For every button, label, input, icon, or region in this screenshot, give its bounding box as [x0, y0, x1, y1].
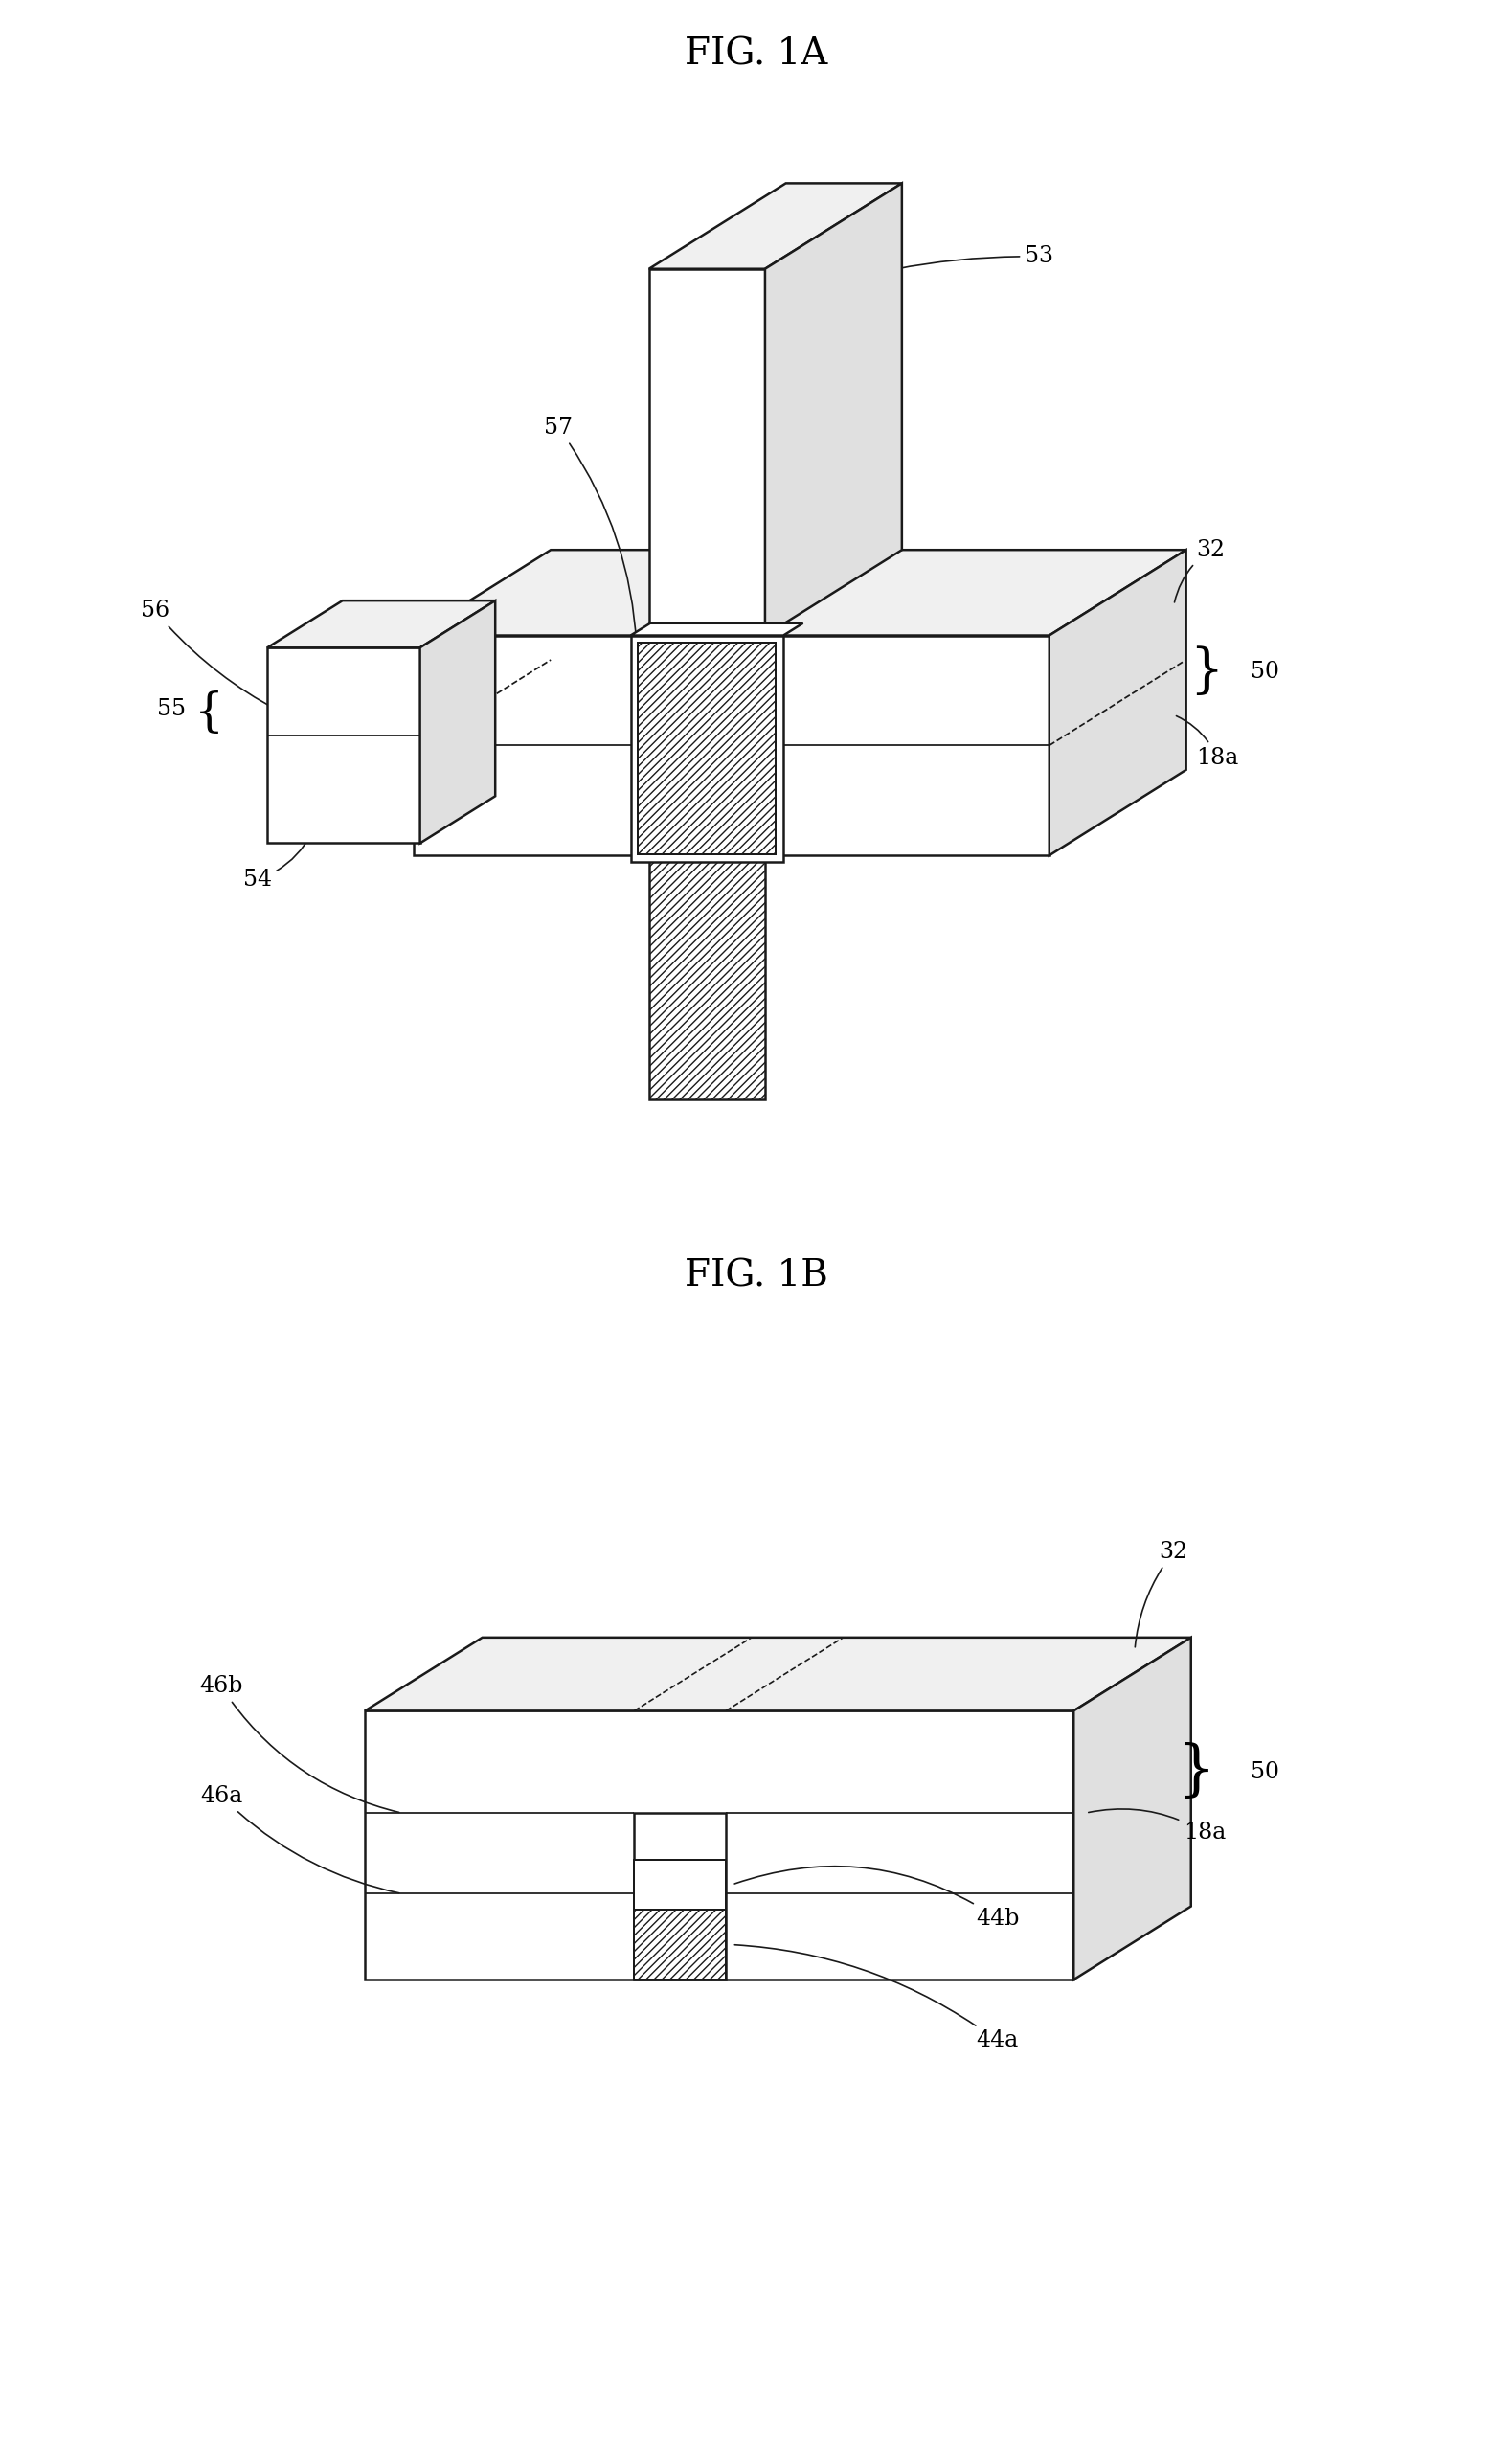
- Polygon shape: [635, 1909, 726, 1980]
- Polygon shape: [635, 1813, 726, 1980]
- Polygon shape: [638, 643, 776, 855]
- Text: 46b: 46b: [200, 1674, 399, 1813]
- Text: 46a: 46a: [201, 1784, 399, 1894]
- Polygon shape: [649, 183, 901, 269]
- Text: }: }: [1178, 1743, 1216, 1801]
- Text: 18a: 18a: [1089, 1809, 1226, 1845]
- Polygon shape: [1074, 1637, 1191, 1980]
- Polygon shape: [364, 1711, 1074, 1980]
- Text: 54: 54: [243, 833, 311, 892]
- Polygon shape: [765, 183, 901, 635]
- Polygon shape: [414, 635, 1049, 855]
- Text: 56: 56: [141, 599, 277, 709]
- Text: }: }: [1190, 645, 1223, 699]
- Text: 50: 50: [1250, 660, 1279, 684]
- Text: }: }: [183, 687, 212, 731]
- Polygon shape: [420, 601, 496, 843]
- Polygon shape: [649, 269, 765, 635]
- Text: FIG. 1A: FIG. 1A: [685, 37, 827, 71]
- Polygon shape: [268, 601, 496, 648]
- Polygon shape: [635, 1860, 726, 1909]
- Text: 18a: 18a: [1176, 716, 1238, 770]
- Polygon shape: [268, 648, 420, 843]
- Text: 55: 55: [157, 697, 186, 721]
- Text: 32: 32: [1136, 1540, 1188, 1647]
- Polygon shape: [631, 623, 803, 635]
- Text: 50: 50: [1250, 1760, 1279, 1784]
- Text: 53: 53: [774, 244, 1054, 306]
- Polygon shape: [364, 1637, 1191, 1711]
- Polygon shape: [1049, 550, 1185, 855]
- Text: 44a: 44a: [735, 1945, 1018, 2053]
- Polygon shape: [414, 550, 1185, 635]
- Text: FIG. 1B: FIG. 1B: [685, 1259, 827, 1293]
- Text: 32: 32: [1175, 538, 1225, 601]
- Text: 44b: 44b: [735, 1867, 1019, 1931]
- Text: 57: 57: [544, 415, 637, 645]
- Polygon shape: [649, 855, 765, 1100]
- Polygon shape: [631, 635, 783, 863]
